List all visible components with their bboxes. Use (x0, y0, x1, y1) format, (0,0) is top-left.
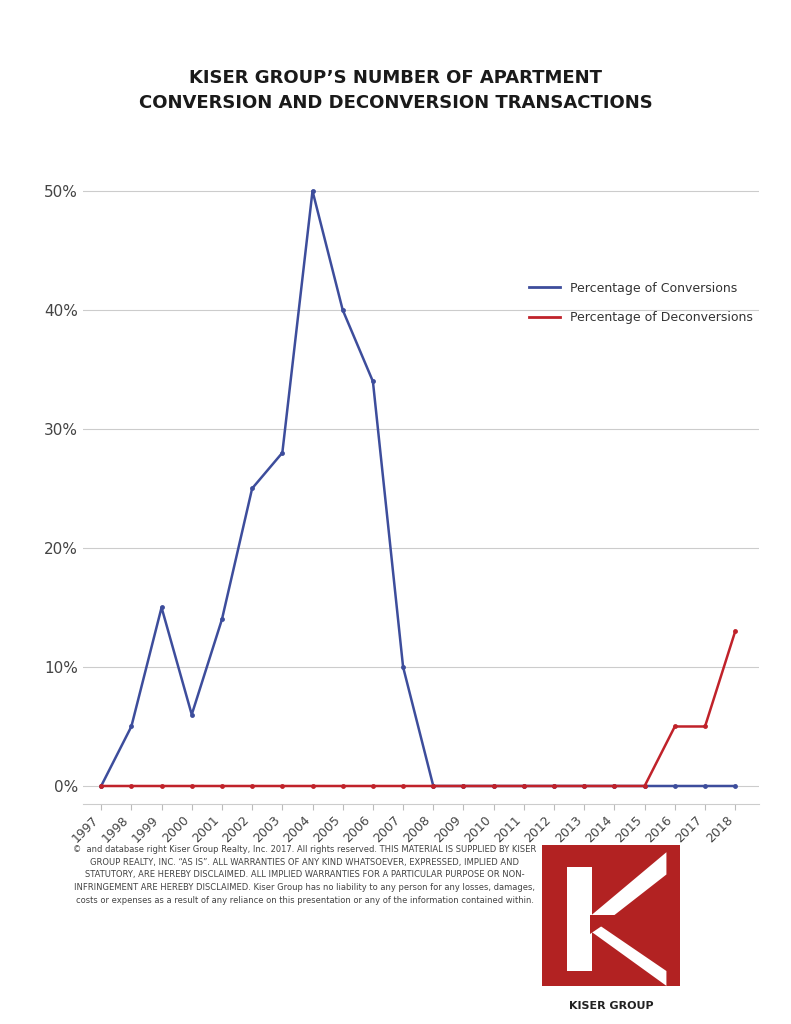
Text: ©  and database right Kiser Group Realty, Inc. 2017. All rights reserved. THIS M: © and database right Kiser Group Realty,… (73, 845, 536, 905)
Text: KISER GROUP: KISER GROUP (569, 1001, 653, 1012)
Bar (567, 867, 592, 971)
Polygon shape (590, 852, 667, 934)
Polygon shape (590, 920, 667, 986)
Legend: Percentage of Conversions, Percentage of Deconversions: Percentage of Conversions, Percentage of… (529, 282, 753, 324)
Text: KISER GROUP’S NUMBER OF APARTMENT: KISER GROUP’S NUMBER OF APARTMENT (189, 69, 602, 87)
Polygon shape (590, 914, 618, 934)
Text: CONVERSION AND DECONVERSION TRANSACTIONS: CONVERSION AND DECONVERSION TRANSACTIONS (138, 94, 653, 113)
